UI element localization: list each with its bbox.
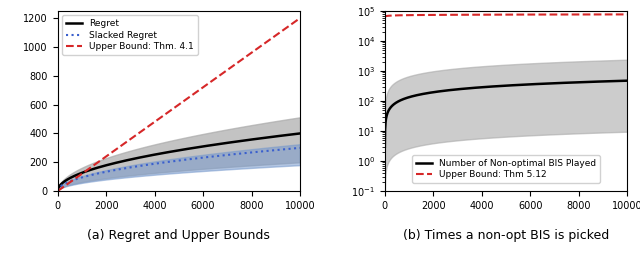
Regret [161, 151, 168, 155]
Line: Regret: Regret [58, 133, 300, 191]
Upper Bound: Thm. 4.1: (4.04e+03, 485): Thm. 4.1: (4.04e+03, 485) [152, 120, 159, 123]
Upper Bound: Thm. 4.1: (6.87e+03, 824): Thm. 4.1: (6.87e+03, 824) [220, 71, 228, 74]
Regret [247, 138, 255, 141]
Upper Bound: Thm 5.12: (1e+04, 7.66e+04): Thm 5.12: (1e+04, 7.66e+04) [623, 13, 631, 16]
Slacked Regret [161, 161, 168, 164]
Upper Bound: Thm. 4.1: (1e+04, 1.2e+03): Thm. 4.1: (1e+04, 1.2e+03) [296, 16, 304, 20]
Slacked Regret [243, 151, 250, 155]
Upper Bound: Thm. 4.1: (4.4e+03, 529): Thm. 4.1: (4.4e+03, 529) [161, 113, 168, 117]
Upper Bound: Thm 5.12: (7.98e+03, 7.62e+04): Thm 5.12: (7.98e+03, 7.62e+04) [574, 13, 582, 16]
Number of Non-optimal BIS Played [479, 85, 486, 89]
Upper Bound: Thm. 4.1: (1, 0.12): Thm. 4.1: (1, 0.12) [54, 189, 61, 193]
Number of Non-optimal BIS Played [406, 95, 413, 99]
Legend: Number of Non-optimal BIS Played, Upper Bound: Thm 5.12: Number of Non-optimal BIS Played, Upper … [412, 155, 600, 183]
Regret [243, 138, 250, 142]
Number of Non-optimal BIS Played [547, 82, 555, 85]
Line: Number of Non-optimal BIS Played: Number of Non-optimal BIS Played [385, 81, 627, 147]
Upper Bound: Thm 5.12: (7.8e+03, 7.61e+04): Thm 5.12: (7.8e+03, 7.61e+04) [570, 13, 578, 16]
Line: Slacked Regret: Slacked Regret [58, 148, 300, 191]
Slacked Regret [247, 151, 255, 154]
Slacked Regret [220, 154, 228, 157]
Legend: Regret, Slacked Regret, Upper Bound: Thm. 4.1: Regret, Slacked Regret, Upper Bound: Thm… [62, 16, 198, 55]
Upper Bound: Thm 5.12: (6.87e+03, 7.59e+04): Thm 5.12: (6.87e+03, 7.59e+04) [547, 13, 555, 16]
Line: Upper Bound: Thm 5.12: Upper Bound: Thm 5.12 [385, 14, 627, 17]
Number of Non-optimal BIS Played [488, 85, 495, 88]
Upper Bound: Thm 5.12: (1, 6e+04): Thm 5.12: (1, 6e+04) [381, 16, 388, 19]
Upper Bound: Thm. 4.1: (7.98e+03, 957): Thm. 4.1: (7.98e+03, 957) [247, 52, 255, 55]
Upper Bound: Thm 5.12: (4.4e+03, 7.51e+04): Thm 5.12: (4.4e+03, 7.51e+04) [488, 13, 495, 16]
Regret [79, 171, 86, 174]
Upper Bound: Thm 5.12: (1.02e+03, 7.25e+04): Thm 5.12: (1.02e+03, 7.25e+04) [406, 13, 413, 17]
Text: (b) Times a non-opt BIS is picked: (b) Times a non-opt BIS is picked [403, 229, 609, 242]
Number of Non-optimal BIS Played [574, 81, 582, 84]
Number of Non-optimal BIS Played [623, 79, 631, 82]
Number of Non-optimal BIS Played [381, 145, 388, 149]
Upper Bound: Thm 5.12: (4.04e+03, 7.49e+04): Thm 5.12: (4.04e+03, 7.49e+04) [479, 13, 486, 16]
Text: (a) Regret and Upper Bounds: (a) Regret and Upper Bounds [87, 229, 270, 242]
Slacked Regret [296, 146, 304, 150]
Regret [296, 132, 304, 135]
Upper Bound: Thm. 4.1: (7.8e+03, 936): Thm. 4.1: (7.8e+03, 936) [243, 55, 250, 58]
Number of Non-optimal BIS Played [570, 81, 578, 84]
Slacked Regret [152, 162, 159, 165]
Slacked Regret [54, 189, 61, 192]
Slacked Regret [79, 176, 86, 179]
Regret [152, 153, 159, 156]
Regret [54, 189, 61, 192]
Upper Bound: Thm. 4.1: (1.02e+03, 123): Thm. 4.1: (1.02e+03, 123) [79, 172, 86, 175]
Line: Upper Bound: Thm. 4.1: Upper Bound: Thm. 4.1 [58, 18, 300, 191]
Regret [220, 142, 228, 145]
